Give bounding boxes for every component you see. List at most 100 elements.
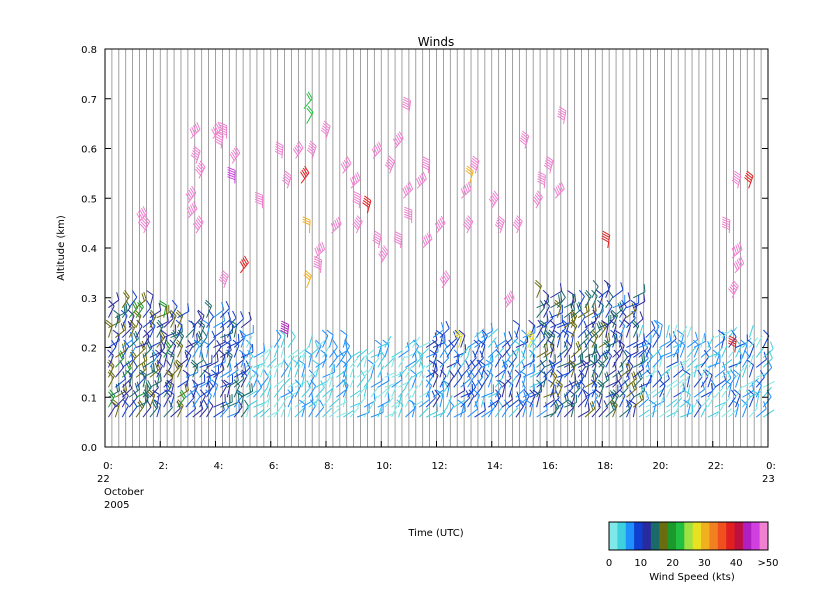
wind-barb [411,385,418,398]
wind-barb [377,349,385,368]
wind-barb [301,380,311,398]
wind-barb [735,385,743,398]
barb-staff [308,334,313,348]
wind-barb [213,339,222,358]
wind-barb [136,206,148,224]
barb-feather [254,201,263,206]
wind-barb [146,290,154,308]
wind-barb [686,347,696,358]
barb-staff [349,407,360,418]
barb-staff [536,385,543,398]
barb-feather [254,194,263,199]
barb-feather [399,371,403,380]
barb-feather [559,283,563,292]
barb-feather [550,371,557,379]
wind-barb [391,385,397,398]
wind-barb [356,369,368,378]
barb-feather [557,113,565,119]
wind-barb [167,389,175,408]
y-tick-label: 0.1 [81,393,97,404]
barb-feather [437,219,443,228]
barb-feather [577,341,582,349]
barb-feather [320,349,328,356]
barb-feather [545,160,553,166]
barb-feather [494,224,502,231]
barb-staff [411,336,421,348]
barb-staff [384,357,395,368]
barb-feather [533,196,540,204]
barb-staff [294,348,306,358]
barb-feather [619,301,623,310]
barb-staff [591,311,604,319]
barb-staff [266,365,273,378]
barb-feather [755,379,762,386]
barb-feather [520,137,527,144]
wind-barb [300,165,310,184]
barb-staff [536,366,545,378]
barb-feather [605,349,612,357]
barb-feather [589,402,594,411]
barb-feather [579,289,585,297]
barb-feather [628,399,637,405]
barb-feather [197,164,204,172]
barb-staff [280,366,289,378]
barb-feather [434,223,440,231]
barb-staff [342,356,352,368]
barb-staff [749,377,759,388]
barb-staff [308,375,315,388]
barb-feather [307,91,313,99]
wind-barb [488,190,500,209]
wind-barb [384,335,392,348]
wind-barb [192,389,201,408]
barb-staff [301,345,309,358]
x-tick-label: 6: [269,461,279,472]
barb-feather [538,171,546,176]
barb-feather [466,165,474,172]
wind-barb [735,367,745,378]
wind-barb [446,395,453,408]
barb-staff [577,385,585,398]
barb-feather [592,369,599,377]
wind-barb [638,409,650,418]
barb-feather [153,363,155,372]
wind-barb [458,329,466,348]
barb-feather [659,379,666,386]
barb-staff [280,377,291,388]
wind-barb [384,397,394,408]
barb-feather [512,319,520,326]
barb-feather [309,399,316,407]
colorbar-swatch [625,522,635,550]
barb-staff [206,385,214,398]
barb-staff [199,367,209,378]
wind-barb [302,216,311,234]
barb-staff [679,358,691,368]
barb-staff [577,366,586,378]
barb-feather [340,329,348,336]
barb-feather [609,319,617,326]
wind-barb [446,365,453,378]
barb-feather [199,401,204,410]
wind-barb [652,364,656,378]
barb-staff [612,387,623,398]
y-tick-label: 0.4 [81,244,97,255]
barb-feather [397,133,403,141]
barb-feather [186,191,192,199]
barb-feather [610,311,617,319]
barb-staff [748,407,759,418]
barb-staff [206,316,214,328]
barb-feather [476,359,482,367]
barb-staff [619,316,627,328]
wind-barb [393,231,403,249]
wind-barb [176,329,185,348]
barb-staff [404,395,412,408]
wind-barb [550,304,563,319]
barb-feather [196,332,201,341]
wind-barb [605,349,613,368]
barb-staff [398,386,407,398]
barb-staff [584,364,590,378]
barb-feather [421,163,430,168]
barb-staff [322,376,331,388]
wind-barb [121,399,129,418]
wind-barb [240,369,248,388]
wind-barb [474,402,486,418]
